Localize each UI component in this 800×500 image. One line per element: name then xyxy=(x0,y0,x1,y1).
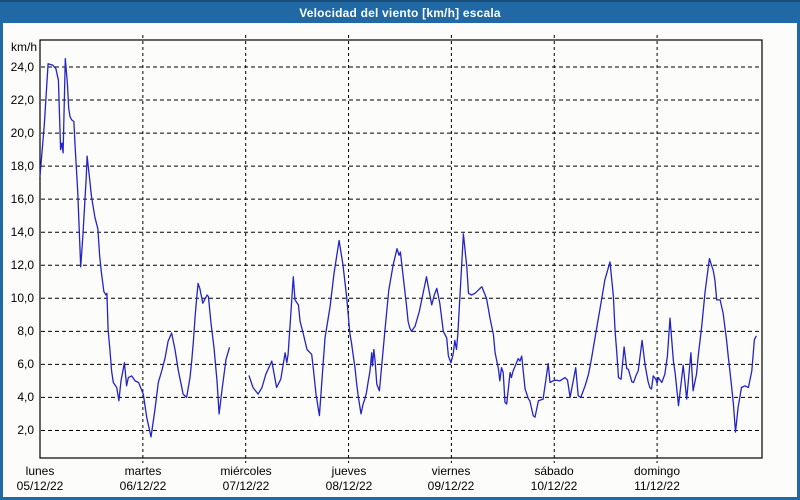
day-date: 10/12/22 xyxy=(530,479,578,493)
x-day-label: miércoles 07/12/22 xyxy=(201,464,291,494)
y-tick-label: 2,0 xyxy=(17,423,34,437)
y-tick-label: 8,0 xyxy=(17,324,34,338)
day-name: jueves xyxy=(331,464,367,478)
day-name: miércoles xyxy=(220,464,272,478)
x-day-label: jueves 08/12/22 xyxy=(304,464,394,494)
y-tick-label: 14,0 xyxy=(10,225,34,239)
y-tick-label: 4,0 xyxy=(17,390,34,404)
y-tick-label: 16,0 xyxy=(10,192,34,206)
y-tick-label: 24,0 xyxy=(10,60,34,74)
y-tick-label: 18,0 xyxy=(10,159,34,173)
y-tick-label: 12,0 xyxy=(10,258,34,272)
day-date: 05/12/22 xyxy=(16,479,64,493)
day-name: viernes xyxy=(431,464,471,478)
y-tick-label: 6,0 xyxy=(17,357,34,371)
day-date: 06/12/22 xyxy=(119,479,167,493)
y-axis-unit-label: km/h xyxy=(11,40,38,54)
x-day-label: lunes 05/12/22 xyxy=(0,464,85,494)
plot-border xyxy=(39,39,763,459)
x-day-label: martes 06/12/22 xyxy=(98,464,188,494)
day-name: lunes xyxy=(25,464,55,478)
x-day-label: viernes 09/12/22 xyxy=(406,464,496,494)
wind-speed-line xyxy=(39,58,231,438)
x-day-label: domingo 11/12/22 xyxy=(612,464,702,494)
page-title: Velocidad del viento [km/h] escala xyxy=(299,5,501,20)
y-tick-label: 10,0 xyxy=(10,291,34,305)
day-name: sábado xyxy=(534,464,574,478)
y-tick-label: 22,0 xyxy=(10,93,34,107)
x-day-label: sábado 10/12/22 xyxy=(509,464,599,494)
day-date: 09/12/22 xyxy=(427,479,475,493)
y-tick-label: 20,0 xyxy=(10,126,34,140)
title-bar: Velocidad del viento [km/h] escala xyxy=(0,0,800,23)
day-date: 08/12/22 xyxy=(325,479,373,493)
wind-speed-line xyxy=(248,233,757,433)
day-date: 11/12/22 xyxy=(634,479,680,493)
day-name: martes xyxy=(124,464,162,478)
chart-frame xyxy=(0,23,800,500)
day-date: 07/12/22 xyxy=(222,479,270,493)
day-name: domingo xyxy=(633,464,681,478)
